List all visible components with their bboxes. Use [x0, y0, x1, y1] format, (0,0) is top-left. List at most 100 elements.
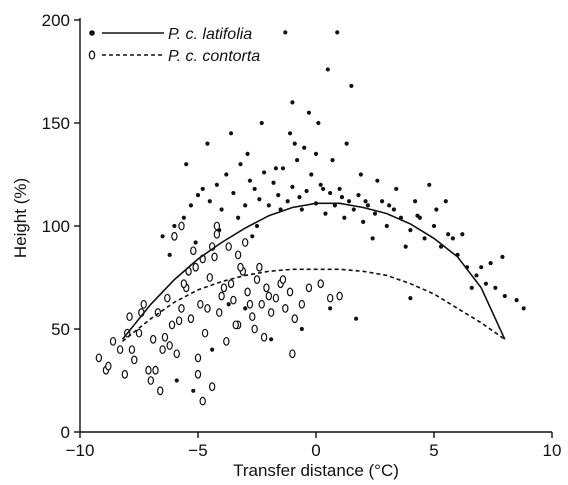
data-point-contorta [263, 283, 270, 293]
data-point-latifolia [280, 166, 286, 171]
data-point-latifolia [167, 252, 172, 257]
data-point-latifolia [335, 30, 340, 35]
data-point-latifolia [276, 193, 281, 198]
data-point-contorta [230, 295, 237, 305]
data-point-latifolia [483, 281, 489, 286]
data-point-latifolia [330, 157, 335, 163]
data-point-contorta [232, 320, 239, 330]
axes [74, 18, 553, 438]
data-point-contorta [305, 283, 313, 293]
data-point-latifolia [228, 131, 234, 136]
data-point-latifolia [252, 186, 257, 192]
data-point-contorta [175, 316, 183, 326]
data-point-latifolia [387, 203, 392, 208]
data-point-latifolia [351, 207, 356, 212]
data-point-latifolia [514, 298, 519, 303]
data-point-contorta [279, 275, 287, 284]
data-point-contorta [187, 314, 195, 324]
data-point-contorta [180, 279, 188, 289]
data-point-latifolia [372, 211, 378, 216]
legend-label-contorta: P. c. contorta [168, 48, 260, 65]
data-point-latifolia [309, 172, 314, 177]
data-point-latifolia [431, 223, 437, 229]
data-point-contorta [213, 221, 221, 231]
data-point-latifolia [342, 215, 347, 220]
data-point-latifolia [328, 306, 333, 311]
data-point-latifolia [417, 215, 422, 220]
data-point-contorta [237, 262, 244, 272]
data-point-latifolia [434, 207, 439, 212]
data-point-latifolia [172, 223, 177, 229]
legend-entry-latifolia: P. c. latifolia [89, 26, 252, 43]
data-point-contorta [168, 320, 176, 330]
data-point-latifolia [160, 234, 165, 239]
data-point-contorta [178, 221, 185, 231]
data-point-contorta [157, 386, 164, 396]
data-point-latifolia [238, 162, 243, 167]
data-point-latifolia [273, 166, 278, 171]
y-tick-label: 0 [61, 423, 70, 442]
data-point-contorta [109, 336, 117, 346]
data-point-contorta [166, 341, 173, 350]
data-point-latifolia [356, 193, 361, 198]
data-point-latifolia [247, 178, 253, 183]
data-point-contorta [249, 312, 256, 322]
data-point-latifolia [297, 195, 302, 200]
data-point-latifolia [207, 199, 212, 204]
data-point-latifolia [361, 219, 366, 224]
data-point-contorta [265, 291, 272, 301]
data-point-latifolia [283, 30, 288, 35]
data-point-contorta [159, 345, 166, 355]
data-point-latifolia [427, 182, 432, 187]
data-point-latifolia [394, 186, 399, 192]
data-point-latifolia [261, 170, 267, 175]
x-tick-label: 10 [543, 441, 562, 460]
x-tick-label: 0 [311, 441, 320, 460]
data-point-latifolia [193, 240, 198, 245]
y-tick-label: 200 [42, 11, 70, 30]
data-point-contorta [194, 353, 202, 363]
data-point-contorta [223, 336, 230, 346]
data-point-contorta [135, 328, 143, 338]
data-point-contorta [126, 312, 133, 322]
data-point-latifolia [521, 306, 526, 311]
data-point-latifolia [266, 203, 271, 208]
data-point-latifolia [370, 236, 375, 241]
data-point-latifolia [337, 186, 342, 192]
data-point-latifolia [306, 110, 312, 115]
data-point-contorta [216, 308, 223, 317]
data-point-latifolia [422, 236, 427, 241]
data-point-latifolia [363, 199, 368, 204]
data-point-contorta [253, 275, 261, 284]
data-point-latifolia [174, 378, 179, 383]
data-point-contorta [258, 299, 265, 309]
data-point-latifolia [287, 131, 293, 136]
data-point-latifolia [446, 232, 451, 237]
data-point-latifolia [346, 199, 352, 204]
data-point-contorta [116, 345, 124, 355]
data-point-latifolia [379, 199, 385, 204]
data-point-latifolia [214, 182, 219, 187]
data-point-latifolia [313, 151, 319, 156]
data-point-latifolia [269, 337, 274, 342]
data-point-contorta [128, 345, 136, 355]
data-point-contorta [220, 283, 228, 293]
data-point-latifolia [224, 172, 229, 177]
data-point-latifolia [285, 199, 290, 204]
data-point-contorta [164, 293, 171, 303]
data-point-latifolia [290, 100, 295, 105]
data-point-latifolia [413, 199, 418, 204]
data-point-latifolia [323, 211, 328, 216]
data-point-contorta [178, 304, 185, 313]
data-point-contorta [121, 369, 129, 379]
data-point-latifolia [450, 236, 455, 241]
y-axis-title: Height (%) [11, 178, 30, 258]
data-point-contorta [140, 299, 147, 309]
data-point-contorta [131, 355, 138, 365]
data-point-latifolia [292, 141, 297, 146]
data-point-latifolia [231, 190, 236, 196]
y-tick-label: 50 [51, 320, 70, 339]
data-point-latifolia [184, 162, 189, 167]
data-point-contorta [246, 299, 254, 309]
